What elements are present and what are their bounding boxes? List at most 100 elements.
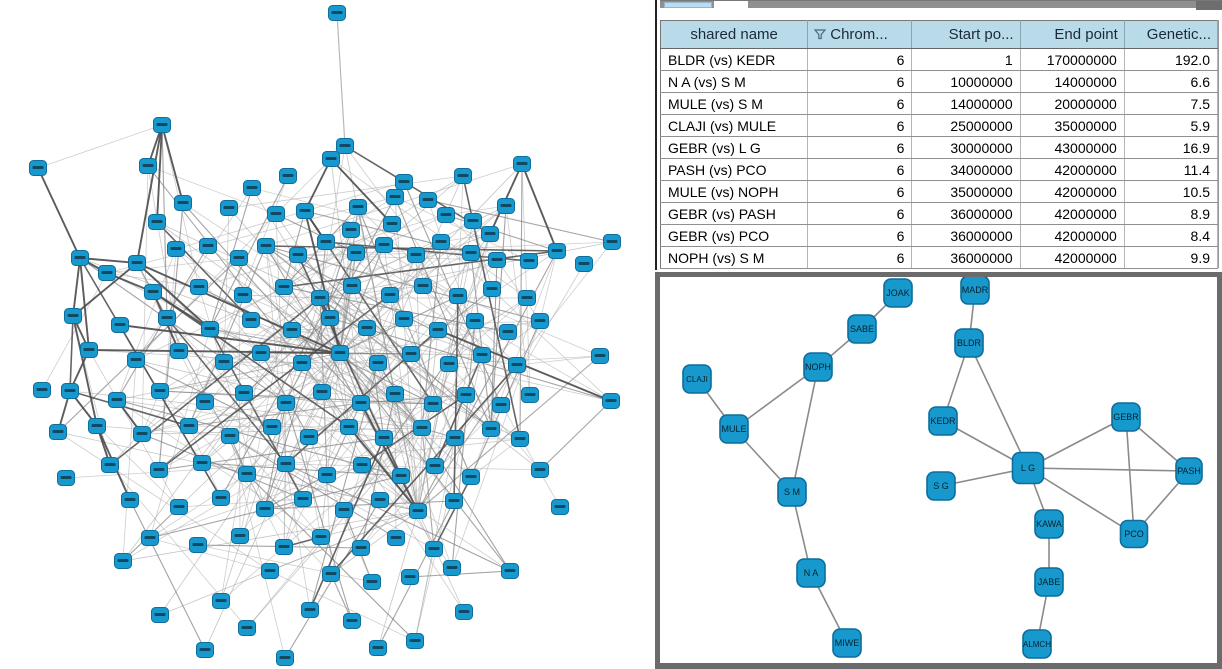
node-pco[interactable]: PCO xyxy=(1119,519,1149,549)
graph-node[interactable] xyxy=(482,421,500,437)
graph-node[interactable] xyxy=(289,247,307,263)
graph-node[interactable] xyxy=(193,455,211,471)
graph-node[interactable] xyxy=(375,430,393,446)
graph-node[interactable] xyxy=(353,457,371,473)
graph-node[interactable] xyxy=(331,345,349,361)
graph-node[interactable] xyxy=(521,387,539,403)
graph-node[interactable] xyxy=(279,168,297,184)
graph-node[interactable] xyxy=(242,312,260,328)
graph-node[interactable] xyxy=(501,563,519,579)
graph-node[interactable] xyxy=(127,352,145,368)
graph-node[interactable] xyxy=(189,537,207,553)
graph-node[interactable] xyxy=(128,255,146,271)
graph-node[interactable] xyxy=(347,245,365,261)
node-joak[interactable]: JOAK xyxy=(883,278,913,308)
graph-node[interactable] xyxy=(429,322,447,338)
column-header-start-point[interactable]: Start po... xyxy=(911,20,1021,49)
graph-node[interactable] xyxy=(443,560,461,576)
graph-node[interactable] xyxy=(335,502,353,518)
table-row[interactable]: MULE (vs) NOPH 6 35000000 42000000 10.5 xyxy=(660,180,1219,203)
table-row[interactable]: NOPH (vs) S M 6 36000000 42000000 9.9 xyxy=(660,246,1219,269)
graph-node[interactable] xyxy=(336,138,354,154)
node-miwe[interactable]: MIWE xyxy=(832,628,862,658)
node-s-m[interactable]: S M xyxy=(777,477,807,507)
graph-node[interactable] xyxy=(88,418,106,434)
node-n-a[interactable]: N A xyxy=(796,558,826,588)
graph-node[interactable] xyxy=(170,499,188,515)
filtered-network-canvas[interactable]: JOAK SABE NOPH CLAJI MULE S M N A MIWE MADR BLDR K… xyxy=(660,277,1217,663)
graph-node[interactable] xyxy=(294,491,312,507)
graph-node[interactable] xyxy=(174,195,192,211)
graph-node[interactable] xyxy=(462,469,480,485)
graph-node[interactable] xyxy=(413,420,431,436)
graph-node[interactable] xyxy=(261,563,279,579)
node-madr[interactable]: MADR xyxy=(960,277,990,305)
graph-node[interactable] xyxy=(492,397,510,413)
graph-node[interactable] xyxy=(349,199,367,215)
table-row[interactable]: PASH (vs) PCO 6 34000000 42000000 11.4 xyxy=(660,158,1219,181)
graph-node[interactable] xyxy=(445,493,463,509)
graph-node[interactable] xyxy=(158,310,176,326)
graph-node[interactable] xyxy=(199,238,217,254)
graph-node[interactable] xyxy=(238,620,256,636)
column-header-genetic[interactable]: Genetic... xyxy=(1124,20,1219,49)
node-mule[interactable]: MULE xyxy=(719,414,749,444)
graph-node[interactable] xyxy=(387,530,405,546)
graph-node[interactable] xyxy=(440,356,458,372)
graph-node[interactable] xyxy=(80,342,98,358)
graph-node[interactable] xyxy=(432,234,450,250)
horizontal-scrollbar[interactable] xyxy=(660,0,1222,10)
node-pash[interactable]: PASH xyxy=(1175,457,1203,485)
graph-node[interactable] xyxy=(520,253,538,269)
graph-node[interactable] xyxy=(235,385,253,401)
graph-node[interactable] xyxy=(151,383,169,399)
graph-node[interactable] xyxy=(531,462,549,478)
graph-node[interactable] xyxy=(603,234,621,250)
table-row[interactable]: BLDR (vs) KEDR 6 1 170000000 192.0 xyxy=(660,48,1219,71)
graph-node[interactable] xyxy=(29,160,47,176)
graph-node[interactable] xyxy=(212,490,230,506)
graph-node[interactable] xyxy=(328,5,346,21)
graph-node[interactable] xyxy=(167,241,185,257)
graph-node[interactable] xyxy=(402,346,420,362)
graph-node[interactable] xyxy=(277,395,295,411)
graph-node[interactable] xyxy=(263,419,281,435)
graph-node[interactable] xyxy=(602,393,620,409)
graph-node[interactable] xyxy=(230,250,248,266)
graph-node[interactable] xyxy=(321,310,339,326)
graph-node[interactable] xyxy=(386,189,404,205)
graph-node[interactable] xyxy=(407,247,425,263)
graph-node[interactable] xyxy=(419,192,437,208)
graph-node[interactable] xyxy=(275,279,293,295)
graph-node[interactable] xyxy=(267,206,285,222)
graph-node[interactable] xyxy=(383,216,401,232)
graph-node[interactable] xyxy=(455,604,473,620)
column-header-shared-name[interactable]: shared name xyxy=(660,20,809,49)
graph-node[interactable] xyxy=(401,569,419,585)
graph-node[interactable] xyxy=(139,158,157,174)
graph-node[interactable] xyxy=(395,174,413,190)
graph-node[interactable] xyxy=(369,355,387,371)
graph-node[interactable] xyxy=(340,419,358,435)
graph-node[interactable] xyxy=(300,429,318,445)
node-kedr[interactable]: KEDR xyxy=(928,406,958,436)
graph-node[interactable] xyxy=(71,250,89,266)
graph-node[interactable] xyxy=(464,213,482,229)
graph-node[interactable] xyxy=(446,430,464,446)
graph-node[interactable] xyxy=(243,180,261,196)
graph-node[interactable] xyxy=(301,602,319,618)
graph-node[interactable] xyxy=(311,290,329,306)
graph-node[interactable] xyxy=(57,470,75,486)
table-row[interactable]: GEBR (vs) PASH 6 36000000 42000000 8.9 xyxy=(660,202,1219,225)
graph-node[interactable] xyxy=(406,633,424,649)
graph-node[interactable] xyxy=(342,222,360,238)
node-noph[interactable]: NOPH xyxy=(803,352,833,382)
graph-node[interactable] xyxy=(180,418,198,434)
column-header-end-point[interactable]: End point xyxy=(1020,20,1125,49)
graph-node[interactable] xyxy=(369,640,387,656)
graph-node[interactable] xyxy=(151,607,169,623)
graph-node[interactable] xyxy=(317,234,335,250)
graph-node[interactable] xyxy=(252,345,270,361)
graph-node[interactable] xyxy=(148,214,166,230)
graph-node[interactable] xyxy=(426,458,444,474)
